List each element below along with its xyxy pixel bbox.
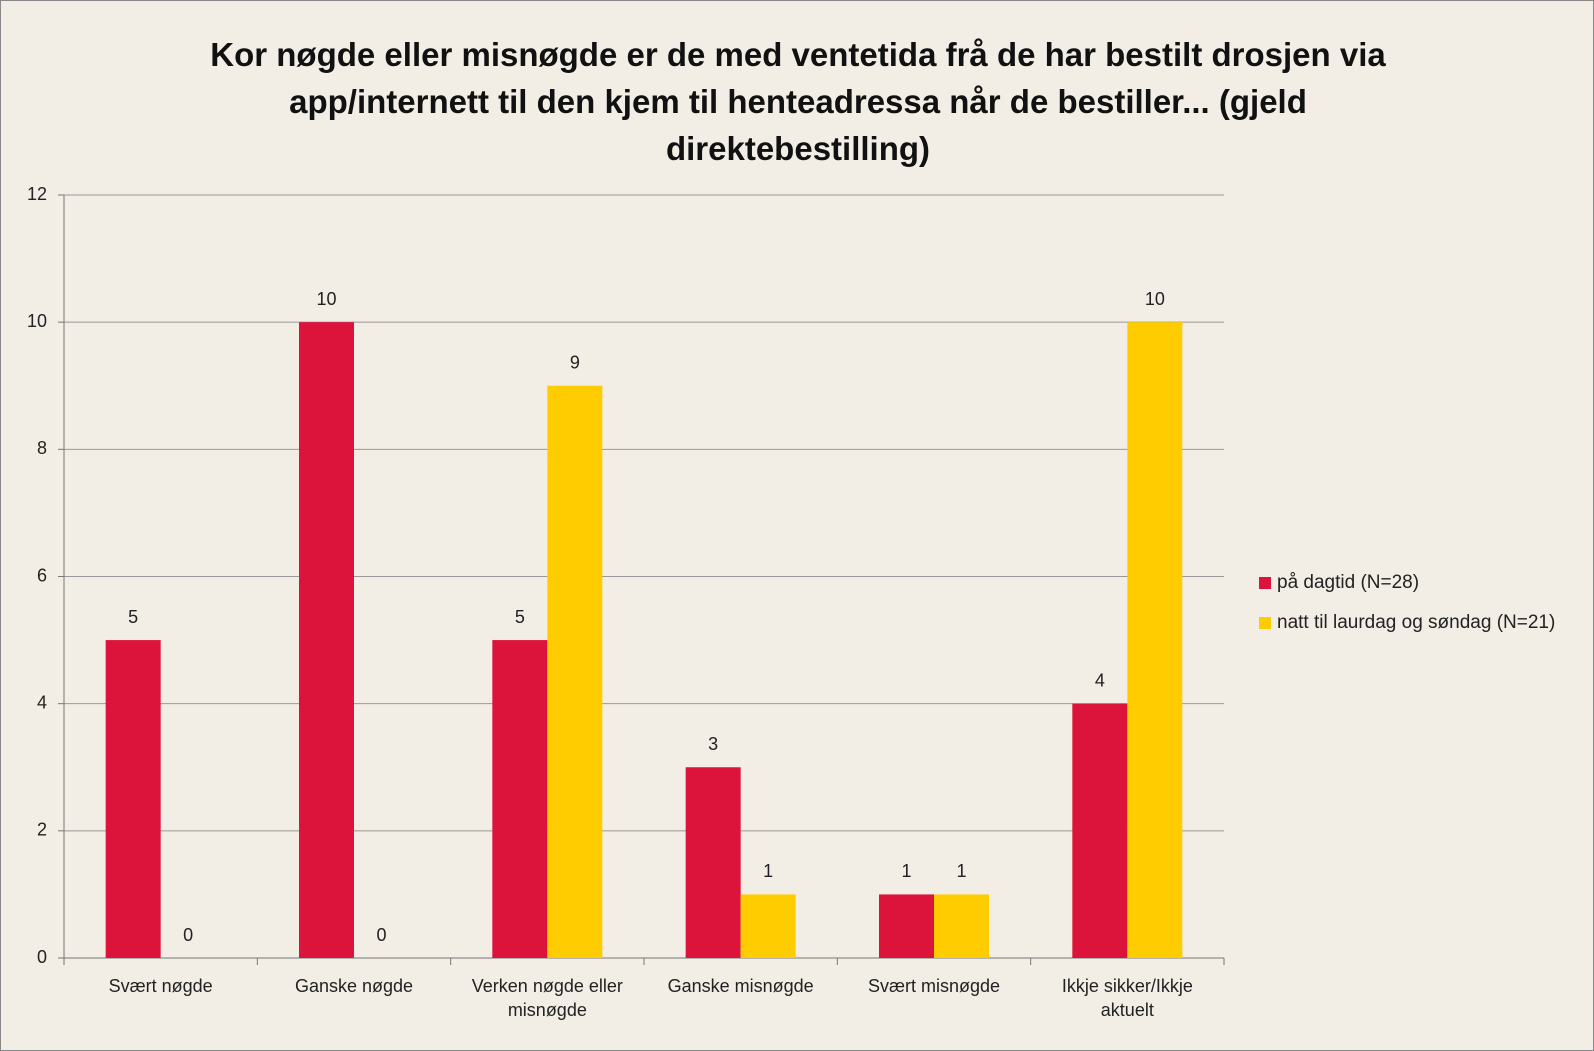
x-tick-label: Ganske misnøgde — [667, 976, 814, 996]
legend-item: på dagtid (N=28) — [1259, 572, 1419, 594]
bar — [105, 640, 161, 958]
legend-swatch — [1259, 617, 1271, 629]
x-tick-label: Ganske nøgde — [294, 976, 414, 996]
value-label: 9 — [570, 353, 580, 373]
x-tick-label: Verken nøgde eller misnøgde — [471, 976, 623, 1020]
y-tick-label: 6 — [37, 565, 47, 585]
x-tick-label: Svært nøgde — [108, 976, 213, 996]
value-label: 1 — [901, 861, 911, 881]
legend-item: natt til laurdag og søndag (N=21) — [1259, 612, 1555, 634]
value-label: 1 — [956, 861, 966, 881]
x-tick-label: Svært misnøgde — [867, 976, 1001, 996]
value-label: 3 — [708, 734, 718, 754]
value-label: 5 — [515, 607, 525, 627]
bar — [1127, 322, 1183, 959]
bar — [547, 385, 603, 958]
bar — [740, 894, 796, 958]
y-tick-label: 2 — [37, 820, 47, 840]
bar — [492, 640, 548, 958]
value-label: 5 — [128, 607, 138, 627]
y-tick-label: 12 — [27, 184, 47, 204]
bar — [934, 894, 989, 958]
bar — [1072, 703, 1128, 958]
value-label: 10 — [1145, 289, 1165, 309]
bar — [879, 894, 934, 958]
value-label: 1 — [763, 861, 773, 881]
legend-label: på dagtid (N=28) — [1277, 572, 1420, 593]
value-label: 0 — [376, 925, 386, 945]
legend-label: natt til laurdag og søndag (N=21) — [1277, 612, 1556, 633]
value-label: 10 — [316, 289, 336, 309]
bar — [685, 767, 741, 958]
x-tick-label: Ikkje sikker/Ikkje aktuelt — [1061, 976, 1193, 1020]
value-label: 0 — [183, 925, 193, 945]
y-tick-label: 10 — [27, 311, 47, 331]
legend-swatch — [1259, 577, 1271, 589]
y-tick-label: 8 — [37, 438, 47, 458]
value-label: 4 — [1095, 670, 1105, 690]
bar — [299, 322, 354, 959]
y-tick-label: 4 — [37, 692, 47, 712]
y-tick-label: 0 — [37, 947, 47, 967]
chart-title: Kor nøgde eller misnøgde er de med vente… — [210, 36, 1386, 167]
